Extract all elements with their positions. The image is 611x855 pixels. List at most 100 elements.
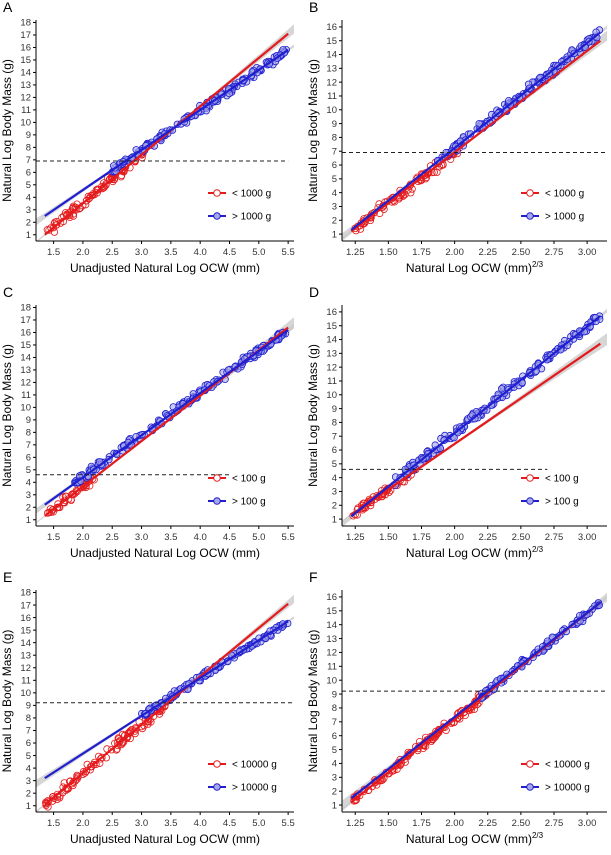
data-point-small: [69, 490, 78, 499]
y-tick-label: 6: [332, 445, 337, 456]
legend-item: < 1000 g: [521, 189, 584, 200]
x-tick-label: 2.50: [512, 532, 531, 543]
legend-marker: [526, 189, 534, 197]
y-tick-label: 5: [26, 751, 31, 762]
y-tick-label: 13: [20, 80, 31, 91]
x-tick-label: 4.0: [194, 532, 207, 543]
y-tick-label: 5: [332, 745, 337, 756]
y-tick-label: 2: [332, 215, 337, 226]
panel-letter: C: [3, 284, 13, 300]
x-tick-label: 1.50: [379, 247, 398, 258]
y-axis-label: Natural Log Body Mass (g): [306, 59, 320, 202]
x-axis-label-text: Natural Log OCW (mm): [406, 832, 532, 846]
y-tick-label: 8: [26, 428, 31, 439]
legend-marker: [213, 189, 221, 197]
x-tick-label: 2.25: [479, 532, 498, 543]
y-tick-label: 16: [326, 22, 337, 33]
y-tick-label: 7: [26, 155, 31, 166]
panel-letter: F: [309, 569, 318, 585]
x-tick-label: 2.25: [479, 247, 498, 258]
plot-region: [342, 592, 607, 812]
data-point-small: [42, 801, 50, 809]
y-tick-label: 15: [20, 55, 31, 66]
x-tick-label: 5.0: [252, 247, 265, 258]
legend-marker: [213, 474, 221, 482]
data-point-small: [85, 194, 93, 203]
panel-letter: D: [309, 284, 319, 300]
legend-item: > 10000 g: [208, 783, 277, 794]
x-tick-label: 1.50: [379, 532, 398, 543]
y-tick-label: 13: [20, 650, 31, 661]
y-tick-label: 2: [26, 788, 31, 799]
x-tick-label: 2.00: [445, 818, 464, 829]
y-tick-label: 9: [26, 130, 31, 141]
legend-item: > 100 g: [208, 497, 266, 508]
x-tick-label: 2.5: [106, 532, 119, 543]
y-axis-label: Natural Log Body Mass (g): [306, 630, 320, 773]
x-axis-label: Natural Log OCW (mm)2/3: [406, 831, 544, 846]
legend-label: > 1000 g: [232, 212, 271, 223]
regression-line: [350, 39, 602, 233]
y-tick-label: 5: [26, 465, 31, 476]
panel-letter: E: [3, 569, 12, 585]
x-axis-label-superscript: 2/3: [532, 831, 544, 840]
y-tick-label: 13: [326, 349, 337, 360]
x-tick-label: 4.0: [194, 818, 207, 829]
data-point-small: [65, 211, 73, 220]
data-point-small: [44, 797, 52, 805]
y-tick-label: 8: [26, 143, 31, 154]
x-tick-label: 5.5: [282, 818, 295, 829]
legend-label: > 100 g: [545, 497, 579, 508]
y-tick-label: 9: [26, 701, 31, 712]
data-point-small: [60, 779, 69, 787]
x-tick-label: 3.00: [578, 818, 597, 829]
y-tick-label: 13: [20, 365, 31, 376]
plot-region: [36, 317, 294, 524]
x-tick-label: 4.5: [223, 532, 236, 543]
y-tick-label: 8: [26, 713, 31, 724]
x-axis-label-superscript: 2/3: [532, 545, 544, 554]
y-tick-label: 4: [26, 192, 31, 203]
data-point-small: [49, 793, 57, 801]
data-point-small: [79, 767, 88, 776]
x-tick-label: 2.75: [545, 818, 564, 829]
x-tick-label: 2.0: [76, 532, 89, 543]
y-tick-label: 11: [21, 676, 31, 687]
y-tick-label: 8: [332, 418, 337, 429]
data-point-small: [433, 168, 441, 176]
y-tick-label: 13: [326, 634, 337, 645]
x-tick-label: 2.00: [445, 532, 464, 543]
y-tick-label: 10: [326, 675, 337, 686]
y-tick-label: 7: [26, 440, 31, 451]
y-tick-label: 1: [26, 230, 31, 241]
x-tick-label: 1.5: [47, 532, 60, 543]
y-axis-label: Natural Log Body Mass (g): [0, 59, 14, 202]
y-tick-label: 14: [20, 68, 31, 79]
y-tick-label: 5: [332, 174, 337, 185]
y-tick-label: 16: [20, 613, 31, 624]
x-tick-label: 1.5: [47, 247, 60, 258]
y-tick-label: 7: [332, 146, 337, 157]
x-tick-label: 1.5: [47, 818, 60, 829]
y-tick-label: 7: [332, 717, 337, 728]
data-point-small: [60, 496, 69, 504]
legend-label: < 100 g: [232, 474, 266, 485]
legend-marker: [526, 474, 534, 482]
data-point-small: [100, 182, 109, 191]
regression-line: [44, 329, 289, 506]
data-point-small: [42, 798, 50, 807]
y-tick-label: 11: [21, 105, 31, 116]
y-tick-label: 4: [26, 763, 31, 774]
y-tick-label: 2: [332, 500, 337, 511]
y-tick-label: 17: [20, 30, 31, 41]
x-tick-label: 1.25: [346, 532, 365, 543]
data-point-small: [471, 698, 479, 706]
y-tick-label: 12: [326, 362, 337, 373]
plot-region: [342, 308, 607, 526]
x-tick-label: 3.5: [164, 532, 177, 543]
x-tick-label: 2.75: [545, 532, 564, 543]
